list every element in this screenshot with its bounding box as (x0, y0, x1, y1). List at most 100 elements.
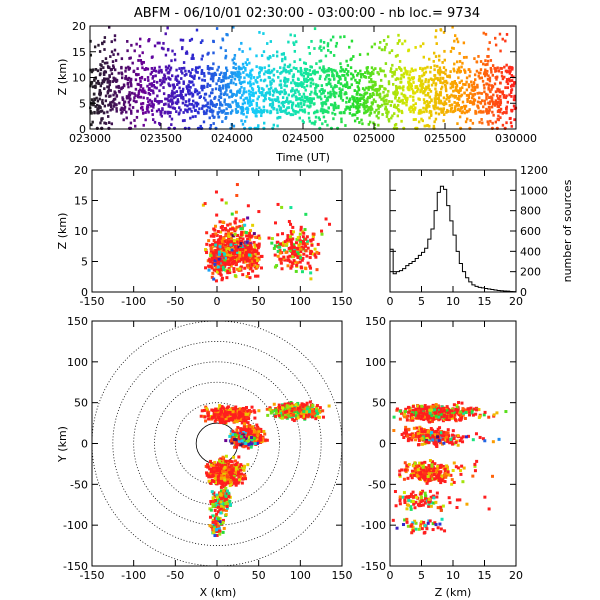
time-height-point (453, 34, 457, 37)
time-height-point (289, 113, 293, 116)
time-height-point (380, 48, 384, 52)
time-height-point (124, 75, 128, 78)
time-height-point (179, 108, 182, 112)
time-height-point (297, 97, 300, 101)
time-height-point (322, 46, 326, 50)
time-height-point (378, 87, 382, 90)
x-z-point (212, 227, 216, 231)
time-height-point (325, 69, 328, 73)
time-height-point (467, 83, 471, 87)
time-height-y-tick-label: 20 (72, 20, 86, 33)
time-height-point (107, 88, 111, 92)
time-height-point (203, 112, 206, 116)
time-height-point (243, 101, 246, 105)
x-z-point (239, 233, 243, 237)
time-height-point (405, 72, 409, 76)
x-z-point (279, 259, 283, 263)
time-height-point (506, 100, 509, 104)
time-height-point (500, 74, 504, 78)
time-height-point (269, 109, 272, 113)
time-height-point (327, 69, 330, 73)
time-height-point (181, 101, 185, 105)
time-height-point (375, 114, 378, 118)
time-height-point (219, 96, 223, 99)
time-height-point (160, 68, 163, 72)
x-z-point (309, 271, 313, 275)
x-z-point (286, 264, 290, 268)
x-y-point (286, 402, 290, 406)
time-height-point (186, 110, 189, 114)
time-height-point (257, 124, 260, 128)
time-height-point (385, 108, 389, 112)
time-height-point (352, 113, 355, 117)
time-height-point (387, 89, 390, 93)
x-y-point (211, 464, 215, 468)
time-height-point (449, 86, 452, 90)
time-height-point (122, 103, 126, 106)
x-z-point (294, 269, 298, 273)
x-z-point (226, 246, 230, 250)
time-height-point (334, 84, 337, 87)
time-height-point (194, 115, 197, 118)
time-height-point (169, 68, 172, 72)
time-height-point (188, 98, 191, 102)
time-height-point (361, 103, 365, 107)
time-height-point (440, 70, 443, 74)
x-z-point (315, 268, 319, 272)
x-z-point (273, 244, 277, 248)
time-height-point (457, 76, 460, 80)
time-height-point (159, 83, 162, 87)
x-z-point (241, 247, 245, 251)
time-height-point (182, 66, 186, 70)
time-height-point (115, 94, 119, 98)
time-height-point (269, 40, 273, 43)
time-height-point (135, 115, 139, 119)
time-height-point (100, 64, 103, 67)
time-height-point (242, 71, 245, 74)
time-height-point (270, 105, 274, 109)
time-height-point (123, 100, 126, 104)
time-height-point (279, 110, 282, 113)
time-height-point (490, 96, 494, 100)
time-height-point (239, 66, 242, 70)
time-height-point (389, 104, 393, 107)
time-height-point (496, 97, 500, 100)
time-height-point (355, 81, 359, 84)
x-z-point (230, 256, 234, 260)
time-height-point (455, 70, 459, 74)
time-height-point (95, 126, 99, 130)
time-height-point (92, 100, 95, 103)
time-height-point (439, 76, 442, 80)
time-height-point (387, 110, 390, 114)
time-height-point (513, 95, 516, 99)
x-y-point (228, 484, 232, 488)
time-height-point (476, 83, 479, 87)
time-height-point (299, 70, 302, 74)
time-height-point (358, 79, 361, 82)
time-height-point (465, 110, 469, 114)
time-height-point (440, 85, 444, 89)
time-height-point (297, 82, 301, 86)
time-height-point (146, 105, 150, 109)
time-height-point (211, 76, 215, 80)
time-height-point (425, 105, 429, 109)
time-height-point (510, 108, 513, 112)
time-height-point (103, 61, 107, 65)
x-z-point (253, 245, 257, 249)
time-height-point (439, 81, 442, 84)
time-height-point (359, 72, 363, 76)
time-height-point (224, 56, 227, 60)
time-height-point (282, 109, 286, 113)
time-height-point (374, 100, 377, 104)
time-height-point (160, 100, 163, 103)
time-height-point (356, 91, 359, 94)
time-height-point (190, 91, 193, 95)
x-y-point (243, 420, 247, 424)
time-height-point (188, 89, 191, 92)
x-z-point (239, 220, 243, 224)
time-height-point (428, 88, 431, 92)
time-height-point (396, 42, 400, 45)
time-height-point (287, 40, 290, 44)
x-y-point (245, 405, 249, 409)
time-height-point (218, 107, 221, 110)
